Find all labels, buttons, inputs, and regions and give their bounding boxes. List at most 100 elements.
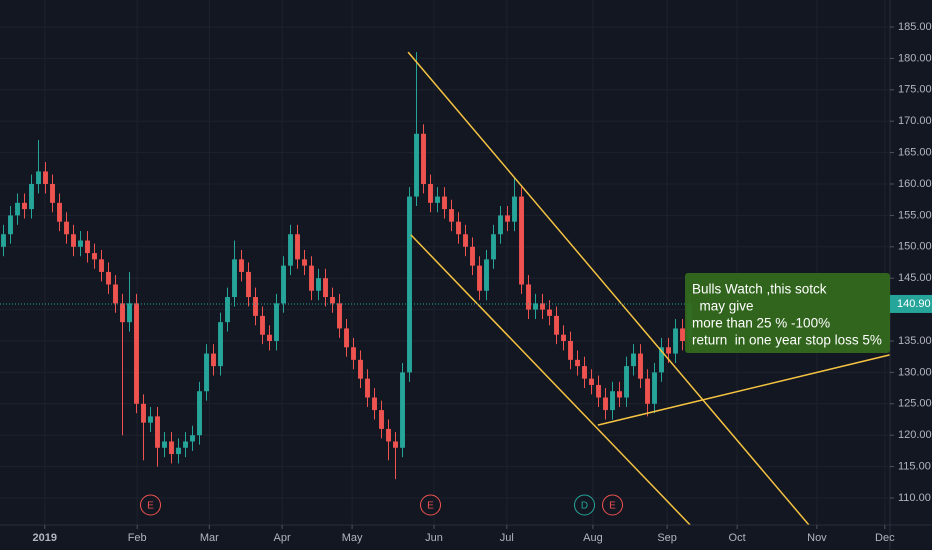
candle-body xyxy=(582,366,587,379)
y-tick-label: 175.00 xyxy=(898,84,932,96)
trendline xyxy=(407,51,810,525)
y-tick-label: 125.00 xyxy=(898,398,932,410)
trendline xyxy=(597,354,890,426)
candle-body xyxy=(260,315,265,335)
candle-body xyxy=(267,334,272,341)
x-tick-label: Jul xyxy=(500,532,514,544)
x-tick-label: Dec xyxy=(875,532,895,544)
candle-body xyxy=(176,447,181,455)
x-tick-label: Aug xyxy=(583,532,603,544)
candle-body xyxy=(274,303,279,341)
candle-body xyxy=(561,334,566,341)
candle-body xyxy=(57,202,62,222)
candle-body xyxy=(1,234,6,247)
candle-body xyxy=(645,378,650,404)
candle-body xyxy=(631,353,636,367)
candle-body xyxy=(463,234,468,247)
axes: 110.00 115.00 120.00 125.00 130.00 135.00 140.… xyxy=(33,21,932,544)
candle-body xyxy=(540,303,545,310)
candle-body xyxy=(477,265,482,291)
candle-body xyxy=(414,133,419,197)
candle-body xyxy=(50,184,55,203)
candle-body xyxy=(659,347,664,373)
candle-body xyxy=(484,259,489,291)
candle-body xyxy=(652,372,657,404)
candle-body xyxy=(666,347,671,354)
annotation-text: more than 25 % -100% xyxy=(692,316,830,331)
candle-body xyxy=(596,384,601,398)
candle-body xyxy=(568,340,573,360)
candle-body xyxy=(365,378,370,398)
candle-body xyxy=(421,133,426,185)
candle-body xyxy=(106,271,111,285)
candle-body xyxy=(491,234,496,260)
candle-body xyxy=(71,234,76,247)
candle-body xyxy=(680,328,685,341)
candle-body xyxy=(407,196,412,373)
candle-body xyxy=(351,347,356,360)
candle-body xyxy=(610,391,615,411)
y-tick-label: 145.00 xyxy=(898,272,932,284)
y-tick-label: 180.00 xyxy=(898,52,932,64)
candle-body xyxy=(162,441,167,448)
event-label: E xyxy=(147,501,154,512)
candle-body xyxy=(435,196,440,203)
y-tick-label: 110.00 xyxy=(898,492,931,504)
candle-body xyxy=(575,359,580,367)
candle-body xyxy=(288,234,293,266)
candle-body xyxy=(323,278,328,298)
candle-body xyxy=(36,171,41,185)
candle-body xyxy=(183,441,188,448)
y-tick-label: 135.00 xyxy=(898,335,932,347)
candle-body xyxy=(330,297,335,304)
candle-body xyxy=(533,303,538,310)
candle-body xyxy=(99,259,104,272)
y-tick-label: 170.00 xyxy=(898,115,932,127)
candle-body xyxy=(393,441,398,448)
candle-body xyxy=(246,271,251,298)
event-label: D xyxy=(581,501,588,512)
y-tick-label: 150.00 xyxy=(898,241,932,253)
x-tick-label: May xyxy=(342,532,363,544)
candle-body xyxy=(624,366,629,398)
candle-body xyxy=(526,284,531,310)
candle-body xyxy=(470,246,475,266)
trendline xyxy=(410,234,691,525)
candle-body xyxy=(673,328,678,354)
candle-body xyxy=(239,259,244,272)
candle-body xyxy=(309,265,314,291)
y-tick-label: 130.00 xyxy=(898,366,932,378)
candle-body xyxy=(617,391,622,398)
x-tick-label: Jun xyxy=(425,532,443,544)
candle-body xyxy=(638,353,643,379)
candle-body xyxy=(8,215,13,235)
candle-body xyxy=(302,259,307,266)
candle-body xyxy=(372,397,377,411)
event-marker xyxy=(420,494,442,516)
candle-body xyxy=(29,184,34,210)
x-tick-label: Mar xyxy=(200,532,219,544)
y-tick-label: 165.00 xyxy=(898,147,932,159)
candle-body xyxy=(428,184,433,203)
annotation-text: Bulls Watch ,this sotck xyxy=(692,282,827,297)
y-tick-label: 120.00 xyxy=(898,429,932,441)
x-tick-label: Nov xyxy=(807,532,827,544)
x-tick-label: Feb xyxy=(128,532,147,544)
candle-body xyxy=(120,303,125,323)
candle-body xyxy=(15,202,20,216)
candle-body xyxy=(253,297,258,316)
candle-body xyxy=(519,196,524,285)
event-label: E xyxy=(427,501,434,512)
candle-body xyxy=(232,259,237,298)
y-tick-label: 185.00 xyxy=(898,21,932,33)
candle-body xyxy=(197,391,202,436)
y-tick-label: 115.00 xyxy=(898,461,931,473)
candle-body xyxy=(379,410,384,429)
candle-body xyxy=(386,428,391,442)
event-marker xyxy=(140,494,162,516)
y-tick-label: 160.00 xyxy=(898,178,932,190)
candle-body xyxy=(148,416,153,423)
candle-body xyxy=(43,171,48,185)
candle-body xyxy=(127,303,132,323)
